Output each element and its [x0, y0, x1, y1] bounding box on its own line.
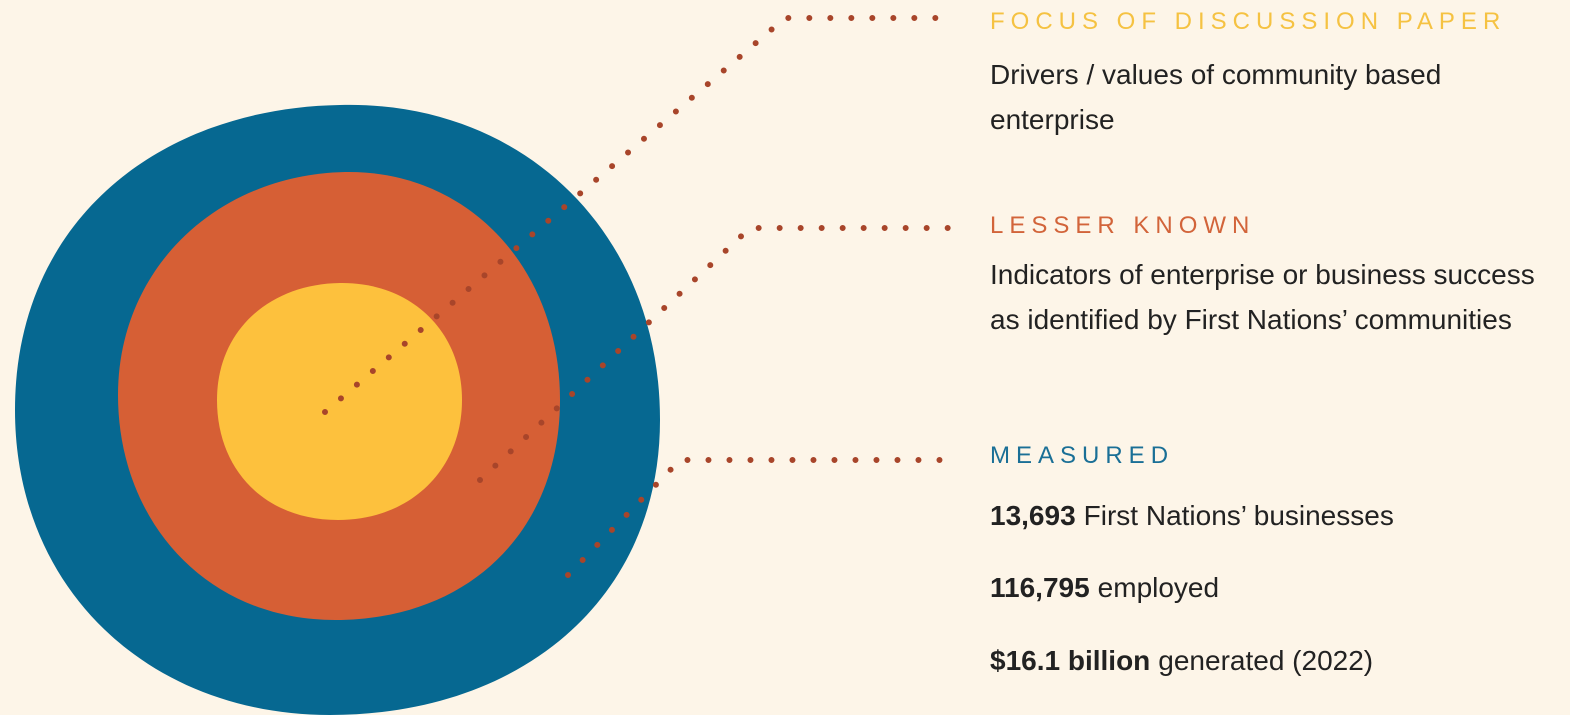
connector — [477, 225, 958, 483]
heading: LESSER KNOWN — [990, 212, 1256, 239]
stat-text: employed — [1097, 572, 1220, 603]
stat-value: $16.1 billion — [990, 645, 1151, 676]
stat-value: 13,693 — [990, 500, 1076, 531]
description: Indicators of enterprise or business suc… — [990, 259, 1535, 335]
stat: $16.1 billion generated (2022) — [990, 645, 1373, 677]
stat: 13,693 First Nations’ businesses — [990, 500, 1394, 532]
stat-text: First Nations’ businesses — [1083, 500, 1394, 531]
inner-circle — [217, 282, 462, 520]
stat-text: generated (2022) — [1158, 645, 1374, 676]
heading: FOCUS OF DISCUSSION PAPER — [990, 8, 1507, 35]
stat-value: 116,795 — [990, 572, 1090, 603]
heading: MEASURED — [990, 442, 1175, 469]
stat: 116,795 employed — [990, 572, 1219, 604]
description: Drivers / values of community based ente… — [990, 59, 1442, 135]
